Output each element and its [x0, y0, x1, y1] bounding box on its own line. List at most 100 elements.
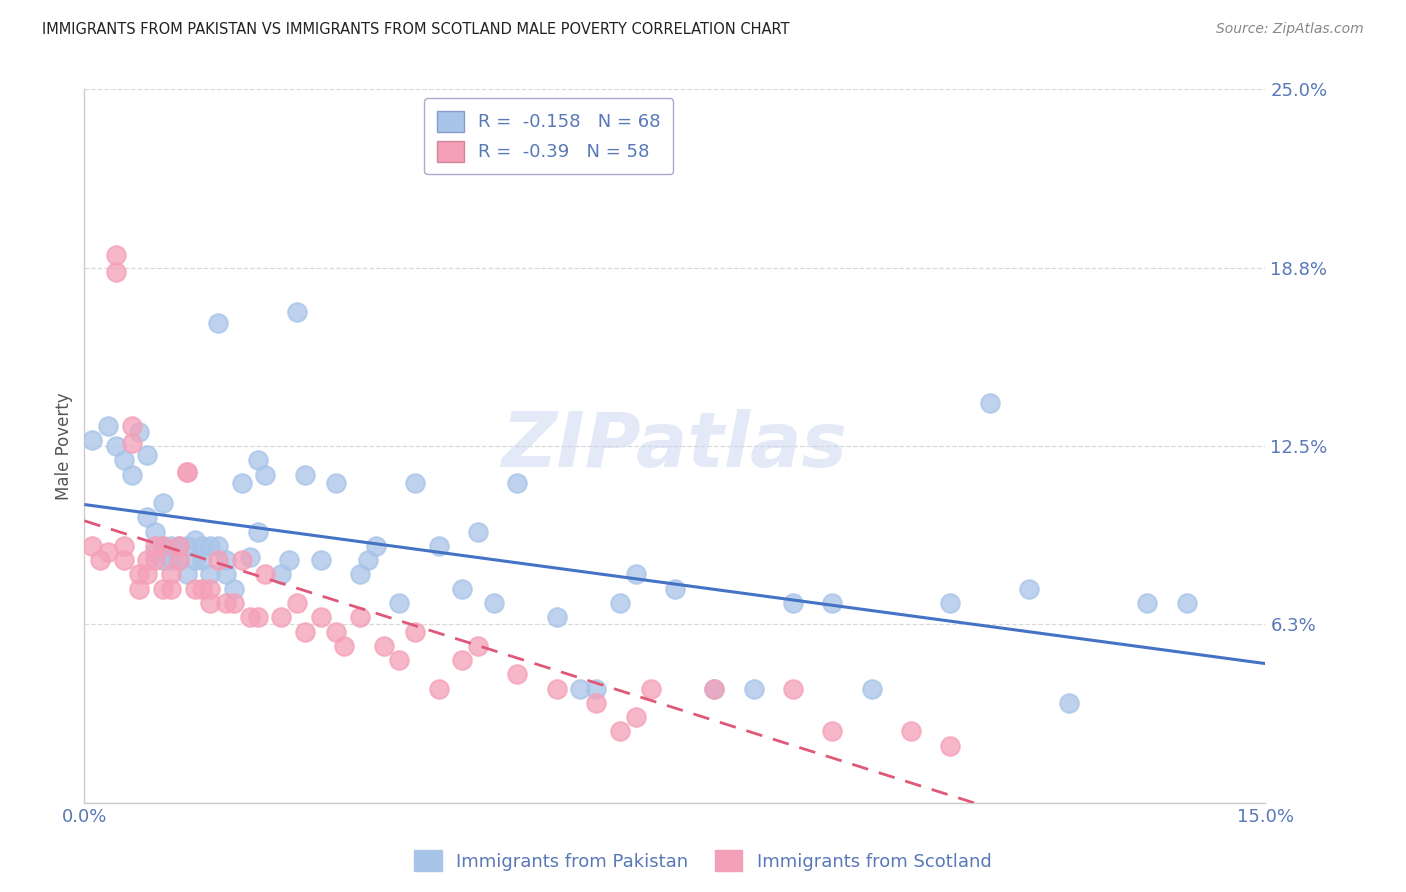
Point: [900, 724, 922, 739]
Point: [128, 582, 150, 596]
Point: [176, 465, 198, 479]
Point: [136, 510, 159, 524]
Point: [167, 553, 190, 567]
Point: [467, 639, 489, 653]
Point: [546, 681, 568, 696]
Point: [427, 681, 450, 696]
Point: [121, 419, 143, 434]
Point: [231, 476, 253, 491]
Point: [207, 316, 229, 330]
Point: [1018, 582, 1040, 596]
Point: [404, 476, 426, 491]
Point: [191, 582, 214, 596]
Point: [239, 550, 262, 565]
Point: [546, 610, 568, 624]
Point: [200, 582, 222, 596]
Point: [152, 582, 174, 596]
Point: [325, 476, 347, 491]
Point: [222, 582, 245, 596]
Point: [231, 553, 253, 567]
Point: [624, 567, 647, 582]
Point: [1136, 596, 1159, 610]
Point: [782, 596, 804, 610]
Text: ZIPatlas: ZIPatlas: [502, 409, 848, 483]
Text: Source: ZipAtlas.com: Source: ZipAtlas.com: [1216, 22, 1364, 37]
Point: [742, 681, 765, 696]
Point: [104, 248, 127, 262]
Point: [143, 539, 166, 553]
Point: [467, 524, 489, 539]
Point: [215, 596, 238, 610]
Point: [160, 553, 183, 567]
Point: [349, 567, 371, 582]
Point: [112, 539, 135, 553]
Point: [294, 467, 316, 482]
Point: [939, 596, 962, 610]
Point: [364, 539, 387, 553]
Point: [979, 396, 1001, 410]
Point: [167, 539, 190, 553]
Point: [200, 567, 222, 582]
Point: [246, 524, 269, 539]
Point: [183, 582, 205, 596]
Point: [215, 553, 238, 567]
Point: [333, 639, 356, 653]
Point: [152, 539, 174, 553]
Point: [160, 567, 183, 582]
Point: [239, 610, 262, 624]
Point: [1175, 596, 1198, 610]
Point: [152, 539, 174, 553]
Point: [191, 539, 214, 553]
Point: [357, 553, 380, 567]
Point: [1057, 696, 1080, 710]
Point: [176, 465, 198, 479]
Point: [427, 539, 450, 553]
Point: [349, 610, 371, 624]
Point: [160, 582, 183, 596]
Point: [640, 681, 662, 696]
Point: [200, 539, 222, 553]
Point: [325, 624, 347, 639]
Point: [152, 553, 174, 567]
Point: [939, 739, 962, 753]
Point: [89, 553, 111, 567]
Point: [82, 434, 104, 448]
Point: [506, 667, 529, 681]
Point: [136, 448, 159, 462]
Point: [183, 533, 205, 548]
Point: [609, 596, 631, 610]
Point: [860, 681, 883, 696]
Point: [285, 596, 308, 610]
Point: [104, 439, 127, 453]
Point: [143, 544, 166, 558]
Point: [309, 610, 332, 624]
Point: [152, 496, 174, 510]
Point: [167, 553, 190, 567]
Point: [373, 639, 395, 653]
Point: [136, 567, 159, 582]
Point: [112, 553, 135, 567]
Legend: R =  -0.158   N = 68, R =  -0.39   N = 58: R = -0.158 N = 68, R = -0.39 N = 58: [425, 98, 673, 174]
Point: [176, 539, 198, 553]
Point: [136, 553, 159, 567]
Point: [128, 567, 150, 582]
Point: [404, 624, 426, 639]
Point: [782, 681, 804, 696]
Point: [278, 553, 301, 567]
Point: [451, 582, 474, 596]
Point: [609, 724, 631, 739]
Point: [664, 582, 686, 596]
Point: [222, 596, 245, 610]
Point: [112, 453, 135, 467]
Point: [451, 653, 474, 667]
Point: [207, 539, 229, 553]
Point: [270, 610, 292, 624]
Point: [167, 539, 190, 553]
Point: [207, 553, 229, 567]
Point: [160, 539, 183, 553]
Point: [482, 596, 505, 610]
Point: [285, 305, 308, 319]
Point: [121, 436, 143, 450]
Point: [309, 553, 332, 567]
Point: [703, 681, 725, 696]
